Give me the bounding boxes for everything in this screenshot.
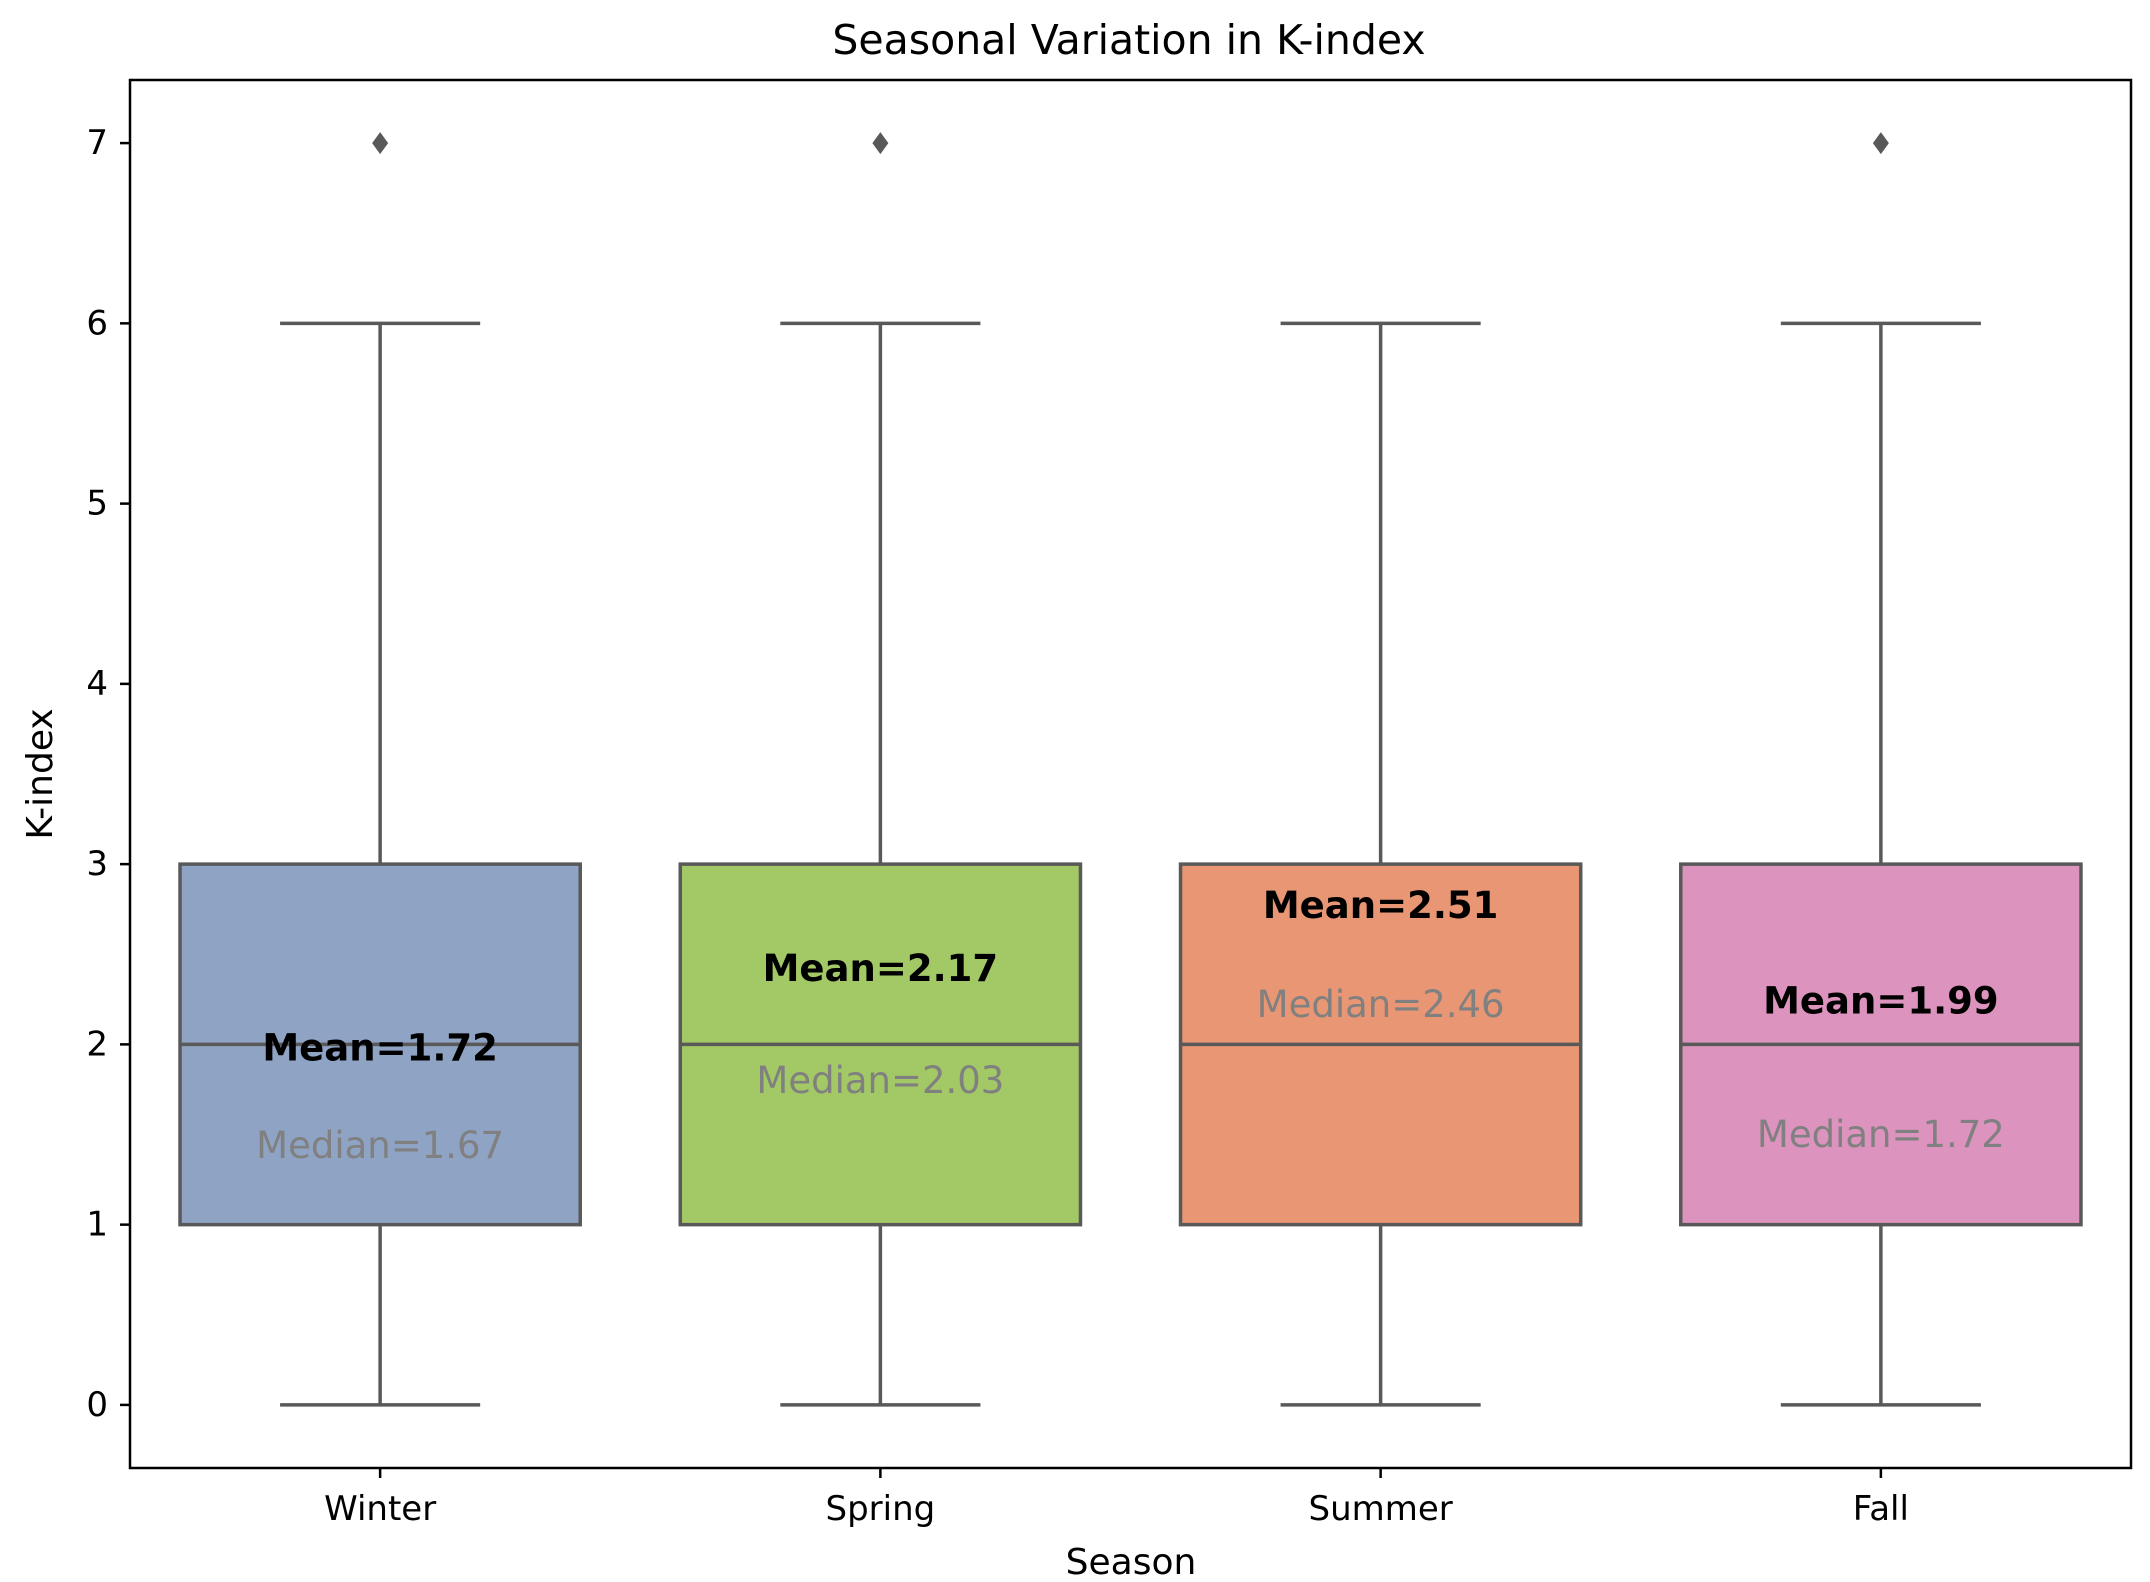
median-label: Median=1.67: [256, 1124, 504, 1167]
chart-title: Seasonal Variation in K-index: [832, 16, 1425, 64]
x-tick-label: Spring: [826, 1489, 936, 1529]
mean-label: Mean=1.99: [1763, 980, 1999, 1023]
x-tick-label: Fall: [1853, 1489, 1909, 1529]
plot-area: Mean=1.72 Median=1.67 Mean=2.17 Median=2.03…: [178, 132, 2083, 1407]
y-axis-label: K-index: [20, 708, 61, 839]
x-tick-label: Summer: [1308, 1489, 1452, 1529]
median-label: Median=2.46: [1257, 983, 1505, 1026]
y-tick-label: 0: [86, 1385, 108, 1425]
outlier-point: [1872, 132, 1889, 155]
y-tick-label: 1: [86, 1205, 108, 1245]
x-tick-label: Winter: [324, 1489, 436, 1529]
mean-label: Mean=2.51: [1263, 884, 1499, 927]
box-group-winter: Mean=1.72 Median=1.67: [178, 132, 582, 1407]
median-label: Median=2.03: [756, 1059, 1004, 1102]
y-tick-label: 7: [86, 123, 108, 163]
x-axis-label: Season: [1066, 1542, 1197, 1582]
y-tick-label: 6: [86, 303, 108, 343]
x-axis: Winter Spring Summer Fall: [324, 1468, 1909, 1529]
mean-label: Mean=1.72: [262, 1026, 498, 1069]
outlier-point: [872, 132, 889, 155]
y-axis: 0 1 2 3 4 5 6 7: [86, 123, 130, 1425]
y-tick-label: 2: [86, 1024, 108, 1064]
y-tick-label: 5: [86, 484, 108, 524]
y-tick-label: 3: [86, 844, 108, 884]
median-label: Median=1.72: [1757, 1113, 2005, 1156]
box-group-fall: Mean=1.99 Median=1.72: [1679, 132, 2083, 1407]
box-group-summer: Mean=2.51 Median=2.46: [1178, 321, 1583, 1407]
box-group-spring: Mean=2.17 Median=2.03: [678, 132, 1083, 1407]
y-tick-label: 4: [86, 664, 108, 704]
outlier-point: [372, 132, 389, 155]
mean-label: Mean=2.17: [763, 947, 999, 990]
plot-frame: [128, 78, 2133, 1470]
